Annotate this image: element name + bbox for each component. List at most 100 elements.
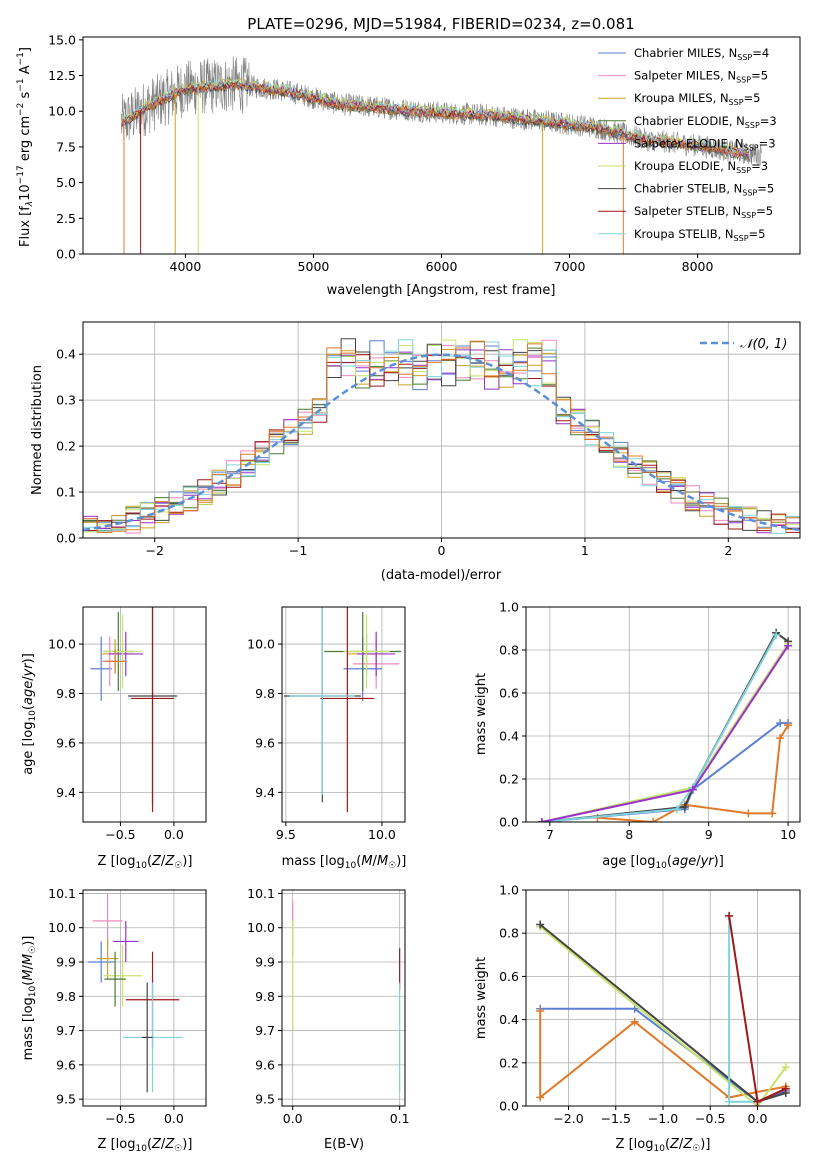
y-tick-label: 0.0	[499, 1099, 519, 1114]
y-tick-label: 10.0	[48, 637, 76, 652]
axes-frame	[82, 889, 207, 1107]
x-tick-label: 2	[724, 543, 732, 558]
x-tick-label: −0.5	[695, 1111, 725, 1126]
y-tick-label: 0.6	[499, 969, 519, 984]
plot-area	[90, 607, 178, 813]
x-tick-label: −0.5	[105, 1111, 135, 1126]
plot-area	[88, 893, 183, 1093]
spectrum-xlabel: wavelength [Angstrom, rest frame]	[327, 283, 556, 298]
y-tick-label: 0.8	[499, 643, 519, 658]
spectrum-legend: Chabrier MILES, NSSP=4 Salpeter MILES, NS…	[598, 46, 777, 243]
x-tick-label: 0.0	[748, 1111, 768, 1126]
mass-vs-ebv-panel: 0.0 0.1 9.5 9.6 9.7 9.8 9.9 10.0 10.1	[247, 886, 409, 1126]
legend-label: Chabrier ELODIE, NSSP=3	[634, 114, 777, 130]
y-tick-label: 10.0	[48, 920, 76, 935]
residuals-legend: 𝒩(0, 1)	[700, 337, 787, 352]
y-tick-label: 0.0	[499, 815, 519, 830]
chart-title: PLATE=0296, MJD=51984, FIBERID=0234, z=0…	[247, 15, 634, 33]
errorbar-point	[88, 941, 115, 983]
massweight-vs-metallicity-panel: −2.0 −1.5 −1.0 −0.5 0.0 0.0 0.2 0.4 0.6 0.8 1.0	[499, 883, 801, 1126]
x-tick-label: 10.0	[368, 827, 396, 842]
residuals-ylabel: Normed distribution	[30, 365, 45, 495]
x-tick-label: −2	[145, 543, 163, 558]
x-tick-label: 10	[780, 827, 796, 842]
y-tick-label: 9.4	[255, 785, 275, 800]
mass-vs-metallicity-panel: −0.5 0.0 9.5 9.6 9.7 9.8 9.9 10.0 10.1	[48, 886, 207, 1126]
y-tick-label: 9.8	[56, 686, 76, 701]
y-tick-label: 9.6	[255, 1057, 275, 1072]
y-tick-label: 9.6	[56, 735, 76, 750]
x-tick-label: 0	[438, 543, 446, 558]
y-tick-label: 0.4	[499, 1012, 519, 1027]
residuals-panel: −2 −1 0 1 2 0.0 0.1 0.2 0.3 0.4	[56, 321, 801, 558]
x-tick-label: 6000	[426, 259, 458, 274]
plus-marker	[776, 719, 785, 728]
mwA-ylabel: mass weight	[474, 673, 489, 755]
y-tick-label: 10.0	[247, 920, 275, 935]
mZ-ylabel: mass [log10(M/M☉)]	[21, 936, 38, 1061]
y-tick-label: 10.0	[48, 104, 76, 119]
spectrum-panel: 4000 5000 6000 7000 8000 0.0 2.5 5.0 7.5 10.0 12.5…	[48, 32, 801, 274]
y-tick-label: 0.6	[499, 686, 519, 701]
y-tick-label: 5.0	[56, 175, 76, 190]
x-tick-label: 4000	[170, 259, 202, 274]
x-tick-label: 7	[546, 827, 554, 842]
errorbar-point	[104, 951, 126, 1007]
axes-frame	[281, 606, 406, 823]
ageZ-ylabel: age [log10(age/yr)]	[21, 653, 38, 775]
y-tick-label: 0.2	[499, 1055, 519, 1070]
legend-label: Chabrier STELIB, NSSP=5	[634, 182, 774, 198]
age-vs-mass-panel: 9.5 10.0 9.4 9.6 9.8 10.0	[247, 606, 406, 842]
residual-histogram	[83, 340, 800, 533]
series-line	[541, 722, 789, 822]
y-tick-label: 9.4	[56, 785, 76, 800]
y-tick-label: 9.7	[255, 1023, 275, 1038]
y-tick-label: 15.0	[48, 32, 76, 47]
y-tick-label: 0.4	[499, 729, 519, 744]
legend-label: Kroupa ELODIE, NSSP=3	[634, 159, 768, 175]
errorbar-point	[112, 920, 139, 962]
plus-marker	[781, 1084, 790, 1093]
y-tick-label: 9.8	[255, 989, 275, 1004]
y-tick-label: 0.1	[56, 485, 76, 500]
x-tick-label: 7000	[554, 259, 586, 274]
x-tick-label: 0.0	[283, 1111, 303, 1126]
errorbar-point	[356, 631, 396, 677]
plus-marker	[680, 802, 689, 811]
y-tick-label: 0.0	[56, 531, 76, 546]
plus-marker	[536, 1093, 545, 1102]
x-tick-label: 5000	[298, 259, 330, 274]
legend-label: Salpeter STELIB, NSSP=5	[634, 204, 773, 220]
y-tick-label: 0.2	[499, 772, 519, 787]
legend-label: Kroupa MILES, NSSP=5	[634, 91, 760, 107]
plus-marker	[630, 1004, 639, 1013]
plus-marker	[784, 641, 793, 650]
plus-marker	[781, 1063, 790, 1072]
x-tick-label: 1	[581, 543, 589, 558]
plot-area	[536, 911, 790, 1106]
series-line	[539, 925, 787, 1106]
model-spectrum-line	[121, 79, 749, 158]
errorbar-point	[289, 607, 356, 795]
x-tick-label: −1.5	[601, 1111, 631, 1126]
y-tick-label: 9.5	[56, 1092, 76, 1107]
y-tick-label: 9.7	[56, 1023, 76, 1038]
y-tick-label: 1.0	[499, 883, 519, 898]
plus-marker	[536, 1006, 545, 1015]
errorbar-point	[108, 631, 143, 677]
mwA-xlabel: age [log10(age/yr)]	[602, 854, 724, 871]
x-tick-label: 9.5	[276, 827, 296, 842]
residual-histogram	[83, 339, 800, 534]
legend-label: Salpeter ELODIE, NSSP=3	[634, 136, 776, 152]
plus-marker	[725, 1097, 734, 1106]
ageM-xlabel: mass [log10(M/M☉)]	[282, 854, 407, 871]
axes-frame	[281, 889, 406, 1107]
plus-marker	[776, 734, 785, 743]
series-line	[541, 645, 789, 822]
series-line	[541, 634, 778, 822]
residual-histogram	[83, 339, 800, 533]
x-tick-label: −1.0	[648, 1111, 678, 1126]
axes-frame	[82, 606, 207, 823]
y-tick-label: 0.4	[56, 347, 76, 362]
